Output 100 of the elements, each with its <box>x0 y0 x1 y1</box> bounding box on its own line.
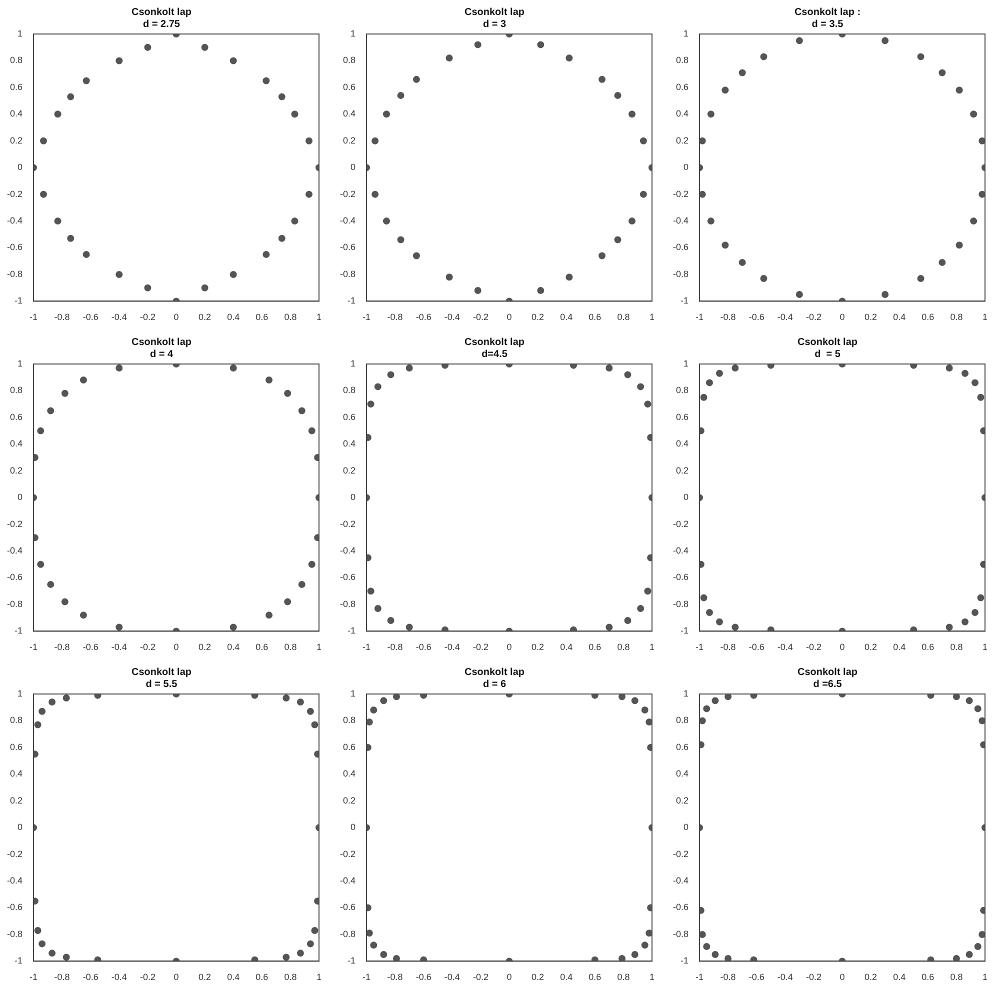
point <box>977 394 984 401</box>
point <box>970 110 978 118</box>
point <box>387 617 394 624</box>
point <box>262 77 270 84</box>
y-tick-label: 1 <box>350 358 356 368</box>
y-tick-label: 0.8 <box>342 55 356 66</box>
point <box>366 930 373 937</box>
y-tick-label: 0.2 <box>10 795 23 806</box>
chart-subtitle: d=4.5 <box>482 348 508 360</box>
y-tick-label: 0.6 <box>342 82 356 92</box>
point <box>700 717 706 724</box>
point <box>306 940 314 948</box>
x-tick-label: -1 <box>30 312 38 322</box>
y-tick-label: 1 <box>17 358 23 368</box>
point <box>230 624 237 631</box>
y-tick-label: 0.8 <box>342 715 356 726</box>
x-tick-label: -0.2 <box>806 312 822 322</box>
y-tick-label: 0.8 <box>676 55 689 66</box>
x-tick-label: 0.4 <box>227 972 240 982</box>
x-tick-label: 0.4 <box>560 312 573 322</box>
y-tick-label: -1 <box>680 956 689 966</box>
point <box>266 376 273 384</box>
x-tick-label: -0.6 <box>82 972 98 982</box>
y-tick-label: -0.8 <box>6 268 23 279</box>
x-tick-label: 0.8 <box>617 312 630 322</box>
point <box>700 190 706 198</box>
point <box>282 954 290 961</box>
point <box>966 697 973 704</box>
point <box>48 698 56 706</box>
x-tick-label: 0.6 <box>922 642 934 652</box>
x-tick-label: -0.6 <box>416 312 432 322</box>
point <box>291 110 298 118</box>
x-tick-label: 0.8 <box>284 642 297 652</box>
y-tick-label: 0.6 <box>676 742 689 752</box>
point <box>978 190 985 198</box>
point <box>144 44 152 51</box>
chart-title: Csonkolt lap <box>131 666 192 678</box>
point <box>640 137 647 144</box>
x-tick-label: 0.6 <box>588 642 602 652</box>
y-tick-label: 0.4 <box>676 108 689 119</box>
point <box>262 250 270 258</box>
x-tick-label: 0.4 <box>560 642 573 652</box>
point <box>644 588 652 595</box>
y-tick-label: 0.4 <box>676 768 689 779</box>
x-tick-label: 0.2 <box>198 972 212 982</box>
point <box>311 721 318 728</box>
x-tick-label: -0.4 <box>777 312 793 322</box>
point <box>298 407 306 414</box>
x-tick-label: 0 <box>840 312 845 322</box>
y-tick-label: 0.2 <box>676 465 689 476</box>
point <box>628 110 636 118</box>
point <box>412 252 420 260</box>
point <box>284 390 292 397</box>
chart-title: Csonkolt lap <box>464 336 525 348</box>
point <box>962 370 969 377</box>
y-tick-label: -0.4 <box>672 876 689 886</box>
x-tick-label: 0.2 <box>198 312 212 322</box>
x-tick-label: 1 <box>982 972 988 982</box>
point <box>732 624 739 631</box>
y-tick-label: -1 <box>347 626 356 636</box>
x-tick-label: -1 <box>30 972 38 982</box>
x-tick-label: -0.8 <box>720 972 736 982</box>
point <box>978 930 985 938</box>
point <box>724 694 732 700</box>
x-tick-label: 0 <box>174 312 179 322</box>
point <box>474 287 482 294</box>
point <box>537 287 544 294</box>
point <box>938 258 946 266</box>
point <box>80 612 87 619</box>
x-tick-label: 1 <box>316 642 322 652</box>
point <box>144 284 152 292</box>
point <box>442 626 449 632</box>
point <box>703 943 710 950</box>
y-tick-label: -0.2 <box>340 518 356 529</box>
x-tick-label: -0.2 <box>472 642 488 652</box>
point <box>641 942 648 949</box>
x-tick-label: 0.8 <box>284 312 297 322</box>
x-tick-label: -0.6 <box>82 642 98 652</box>
x-tick-label: -0.2 <box>140 642 156 652</box>
point <box>722 242 729 249</box>
y-tick-label: 0.6 <box>676 82 689 92</box>
x-tick-label: -1 <box>696 972 704 982</box>
y-tick-label: 0.6 <box>342 412 356 422</box>
point <box>644 400 652 408</box>
point <box>230 364 237 372</box>
y-tick-label: -0.8 <box>672 598 689 609</box>
y-tick-label: -1 <box>347 296 356 306</box>
x-tick-label: 0.2 <box>864 972 878 982</box>
point <box>38 708 46 715</box>
point <box>917 274 924 282</box>
point <box>308 427 316 434</box>
y-tick-label: -0.6 <box>340 902 356 912</box>
y-tick-label: -1 <box>347 956 356 966</box>
y-tick-label: -1 <box>14 626 23 636</box>
x-tick-label: 0.6 <box>588 972 602 982</box>
y-tick-label: 0.2 <box>342 795 356 806</box>
y-tick-label: -0.8 <box>672 928 689 939</box>
y-tick-label: -0.6 <box>672 572 689 582</box>
point <box>54 218 62 225</box>
y-tick-label: -0.6 <box>672 902 689 912</box>
